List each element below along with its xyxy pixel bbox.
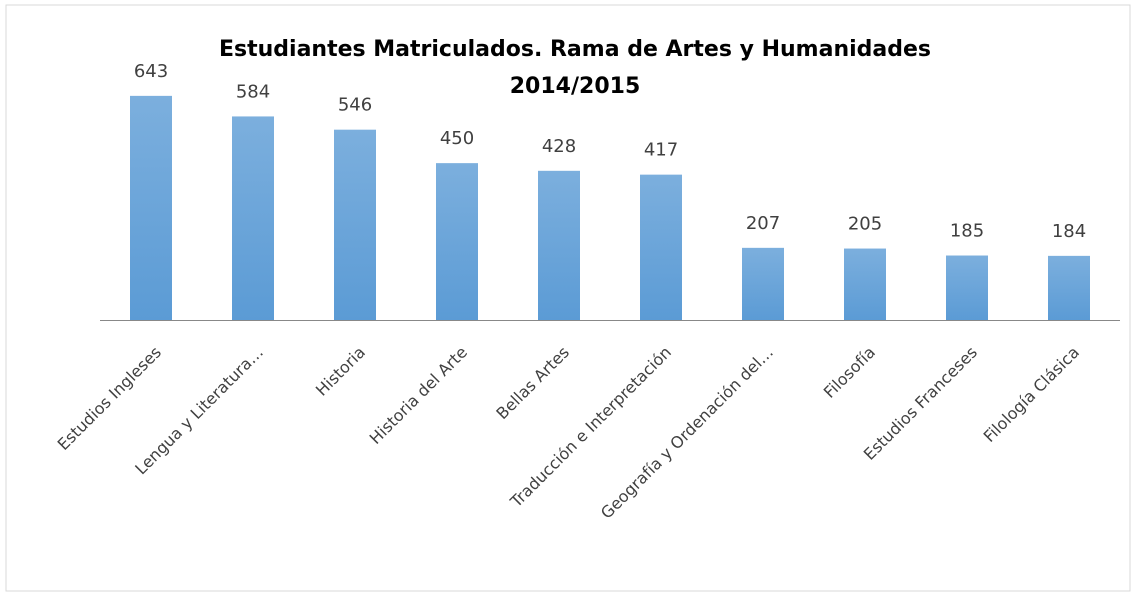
data-label: 205 xyxy=(848,214,882,235)
bar xyxy=(1048,255,1090,320)
data-label: 428 xyxy=(542,136,576,157)
bar xyxy=(232,116,274,320)
data-label: 417 xyxy=(644,140,678,161)
data-label: 643 xyxy=(134,61,168,82)
bar xyxy=(946,255,988,320)
chart-title: Estudiantes Matriculados. Rama de Artes … xyxy=(219,37,931,62)
data-label: 185 xyxy=(950,221,984,242)
data-label: 450 xyxy=(440,128,474,149)
chart-subtitle: 2014/2015 xyxy=(510,74,641,99)
bar xyxy=(640,174,682,320)
bar xyxy=(436,163,478,320)
bar xyxy=(742,247,784,320)
data-label: 546 xyxy=(338,95,372,116)
data-label: 207 xyxy=(746,213,780,234)
bar xyxy=(130,95,172,321)
data-label: 584 xyxy=(236,81,270,102)
bar xyxy=(538,170,580,320)
bar xyxy=(334,129,376,320)
bar xyxy=(844,248,886,320)
data-label: 184 xyxy=(1052,221,1086,242)
